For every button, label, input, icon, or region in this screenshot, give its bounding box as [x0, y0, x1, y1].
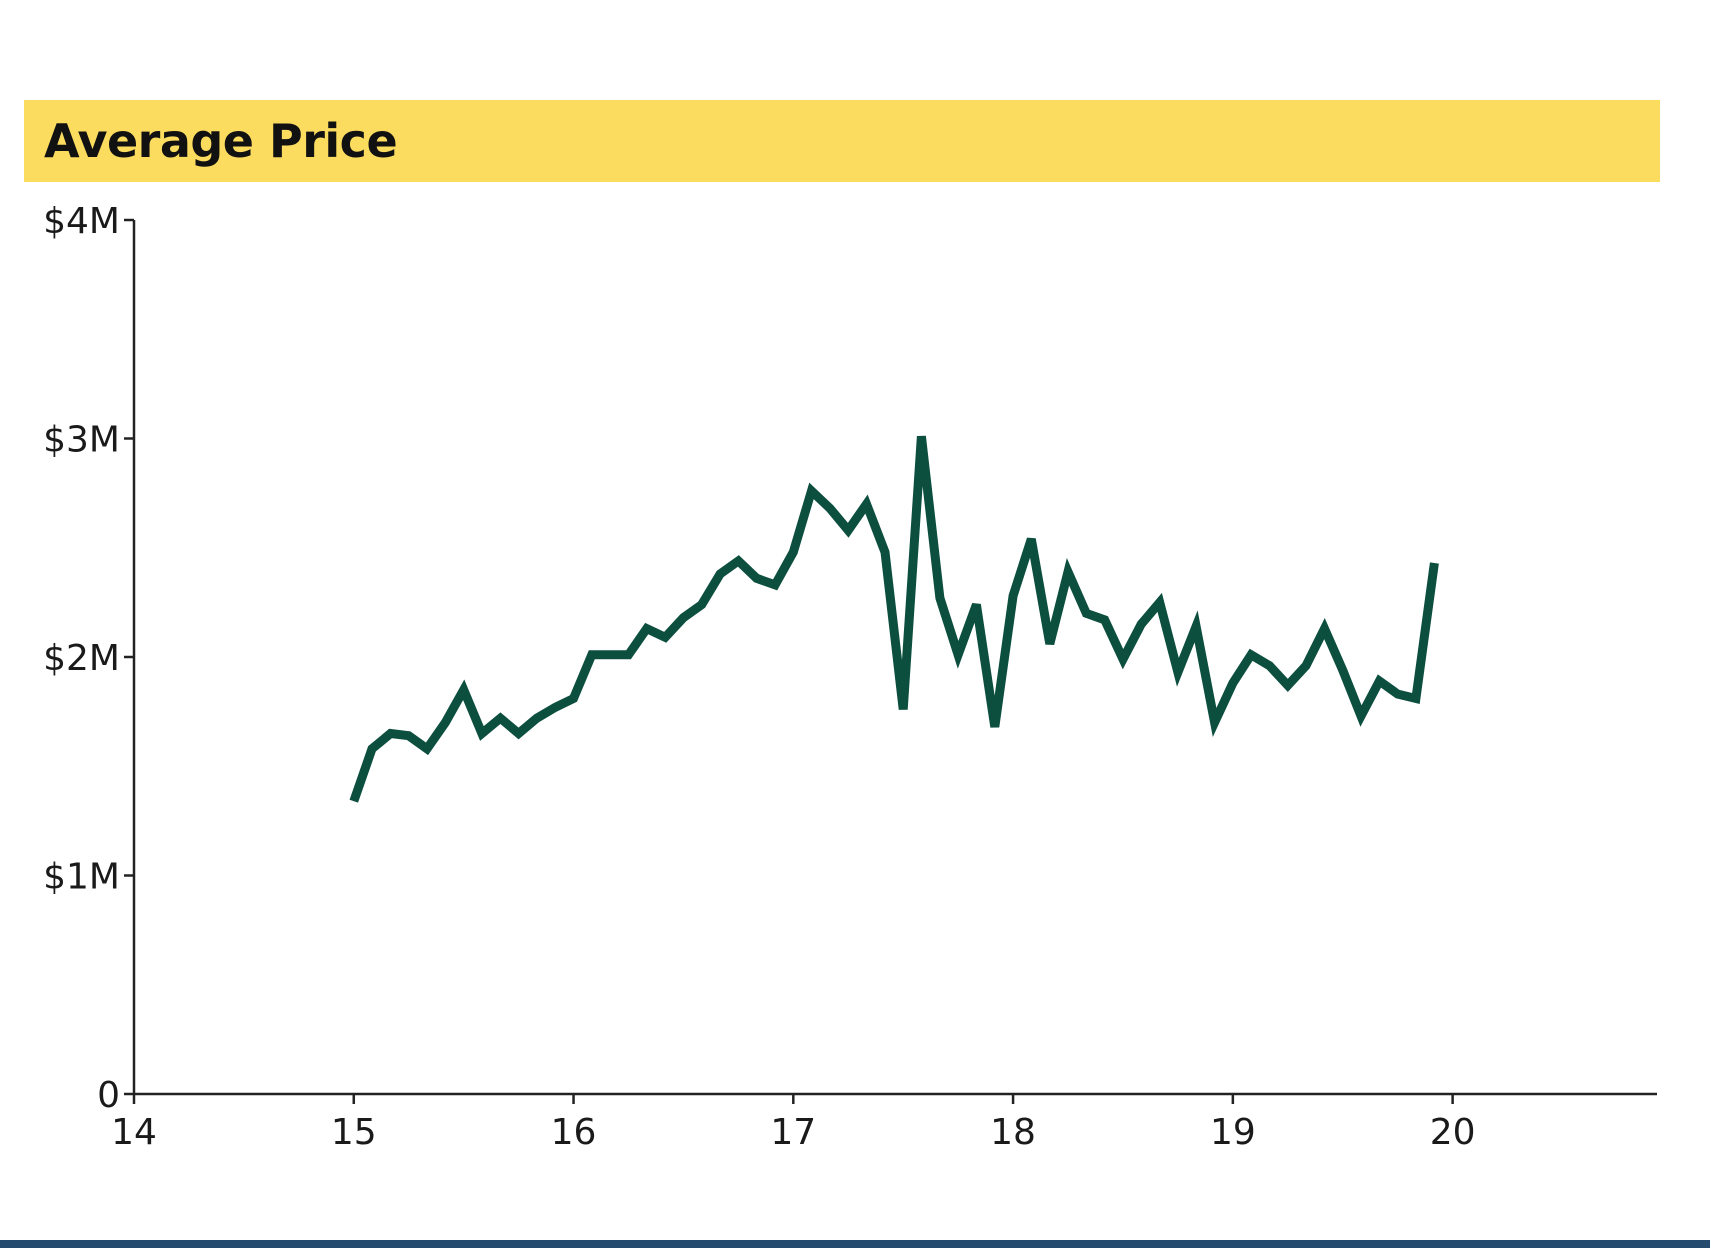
series [349, 435, 1439, 803]
y-tick-label: $3M [43, 420, 120, 461]
y-tick-label: $1M [43, 857, 120, 898]
x-tick-label: 14 [111, 1112, 157, 1153]
y-tick-label: $2M [43, 638, 120, 679]
x-tick-label: 15 [331, 1112, 377, 1153]
tick-labels: 0 $1M $2M $3M $4M 14 15 16 17 18 19 20 [43, 201, 1475, 1153]
x-tick-label: 17 [770, 1112, 816, 1153]
ticks [124, 218, 1454, 1104]
x-tick-label: 20 [1430, 1112, 1476, 1153]
title-banner: Average Price [24, 100, 1660, 182]
bottom-border-strip [0, 1240, 1710, 1248]
y-tick-label: $4M [43, 201, 120, 242]
y-tick-label: 0 [97, 1075, 120, 1116]
x-tick-label: 19 [1210, 1112, 1256, 1153]
x-tick-label: 18 [990, 1112, 1036, 1153]
chart-title: Average Price [44, 114, 398, 168]
x-tick-label: 16 [551, 1112, 597, 1153]
series-line [349, 435, 1439, 803]
